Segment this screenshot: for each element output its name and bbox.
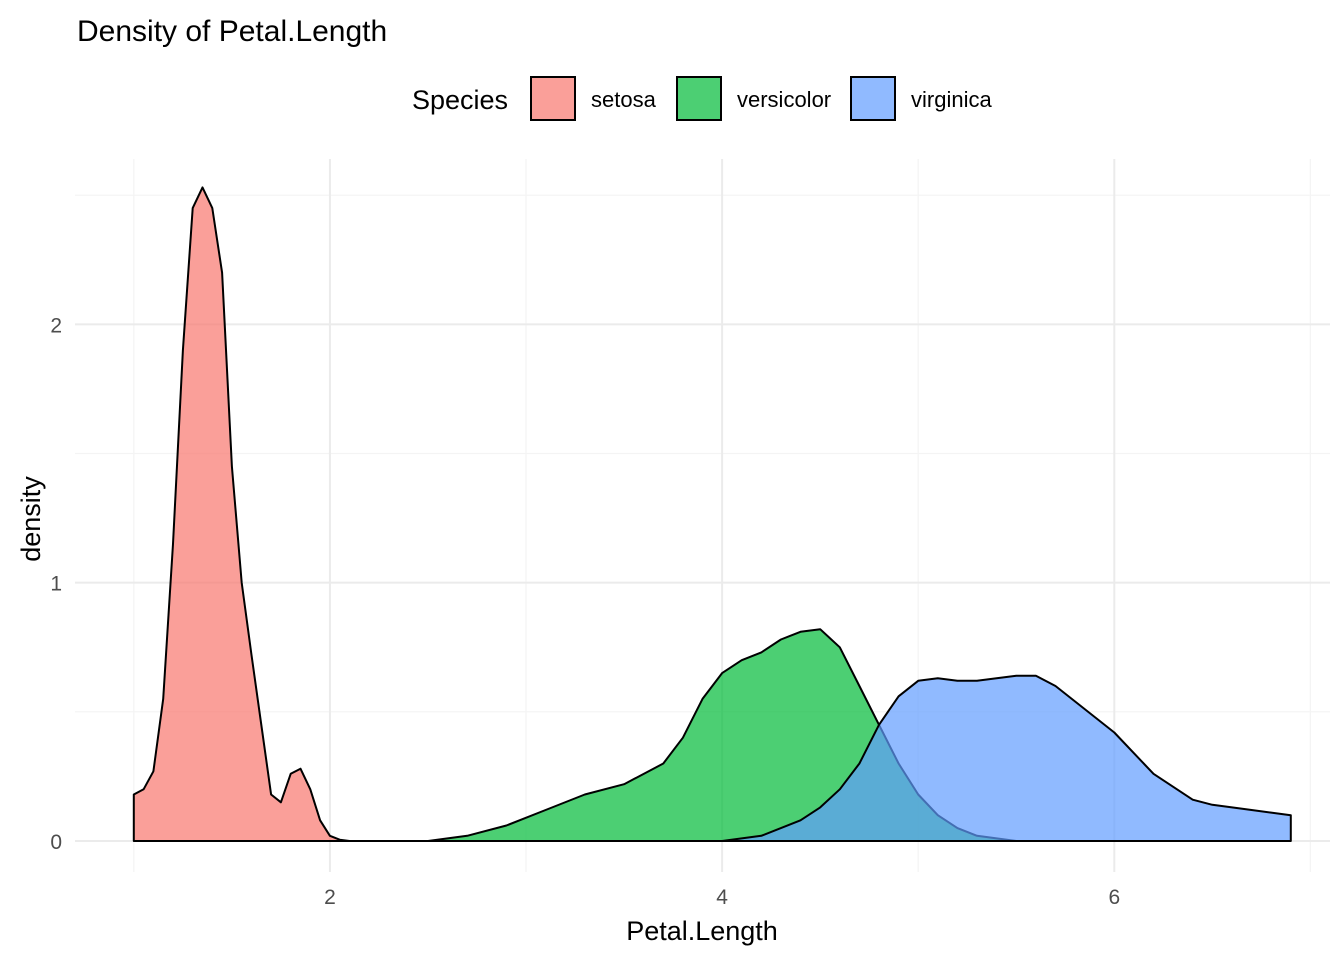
legend-label-virginica: virginica [911,87,992,112]
density-areas [132,186,1292,842]
y-tick-label: 1 [50,573,62,596]
chart-title: Density of Petal.Length [77,15,387,48]
y-axis-tick-labels: 0 1 2 [50,314,62,854]
x-tick-label: 6 [1108,886,1120,909]
y-tick-label: 0 [50,831,62,854]
density-area-virginica [721,674,1292,842]
x-tick-label: 4 [716,886,728,909]
legend-key-versicolor [676,76,722,121]
legend-label-setosa: setosa [591,87,657,112]
legend-key-virginica [850,76,896,121]
y-axis-label: density [16,476,46,562]
x-axis-tick-labels: 2 4 6 [324,886,1120,909]
legend-key-setosa [530,76,576,121]
x-axis-label: Petal.Length [626,916,778,946]
y-tick-label: 2 [50,314,62,337]
x-tick-label: 2 [324,886,336,909]
legend-label-versicolor: versicolor [737,87,831,112]
legend-title: Species [412,85,508,115]
legend: Species setosa versicolor virginica [412,76,992,121]
density-area-setosa [132,186,429,842]
